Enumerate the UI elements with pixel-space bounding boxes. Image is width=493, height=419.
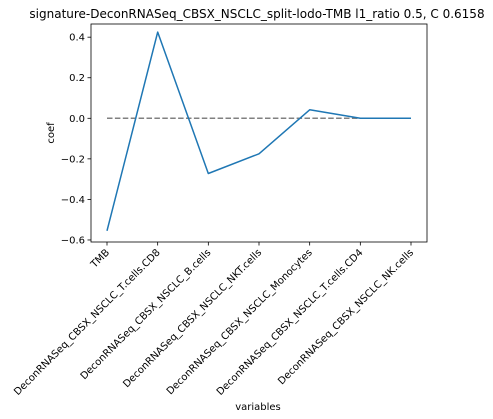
x-axis: TMBDeconRNASeq_CBSX_NSCLC_T.cells.CD8Dec…	[12, 242, 416, 398]
axes-frame	[90, 23, 428, 243]
y-tick-label: 0.2	[69, 73, 85, 84]
plot-area	[106, 31, 411, 231]
y-tick-label: 0.4	[69, 33, 85, 44]
series-line	[106, 31, 411, 231]
y-tick-label: 0.0	[69, 114, 85, 125]
y-tick-label: −0.6	[61, 235, 85, 246]
y-tick-label: −0.2	[61, 154, 85, 165]
chart-title: signature-DeconRNASeq_CBSX_NSCLC_split-l…	[29, 7, 484, 21]
y-tick-label: −0.4	[61, 195, 85, 206]
y-axis-label: coef	[46, 122, 57, 144]
y-axis: −0.6 −0.4 −0.2 0.0 0.2 0.4	[61, 33, 91, 246]
x-axis-label: variables	[235, 402, 281, 413]
x-tick-label: TMB	[88, 247, 112, 271]
